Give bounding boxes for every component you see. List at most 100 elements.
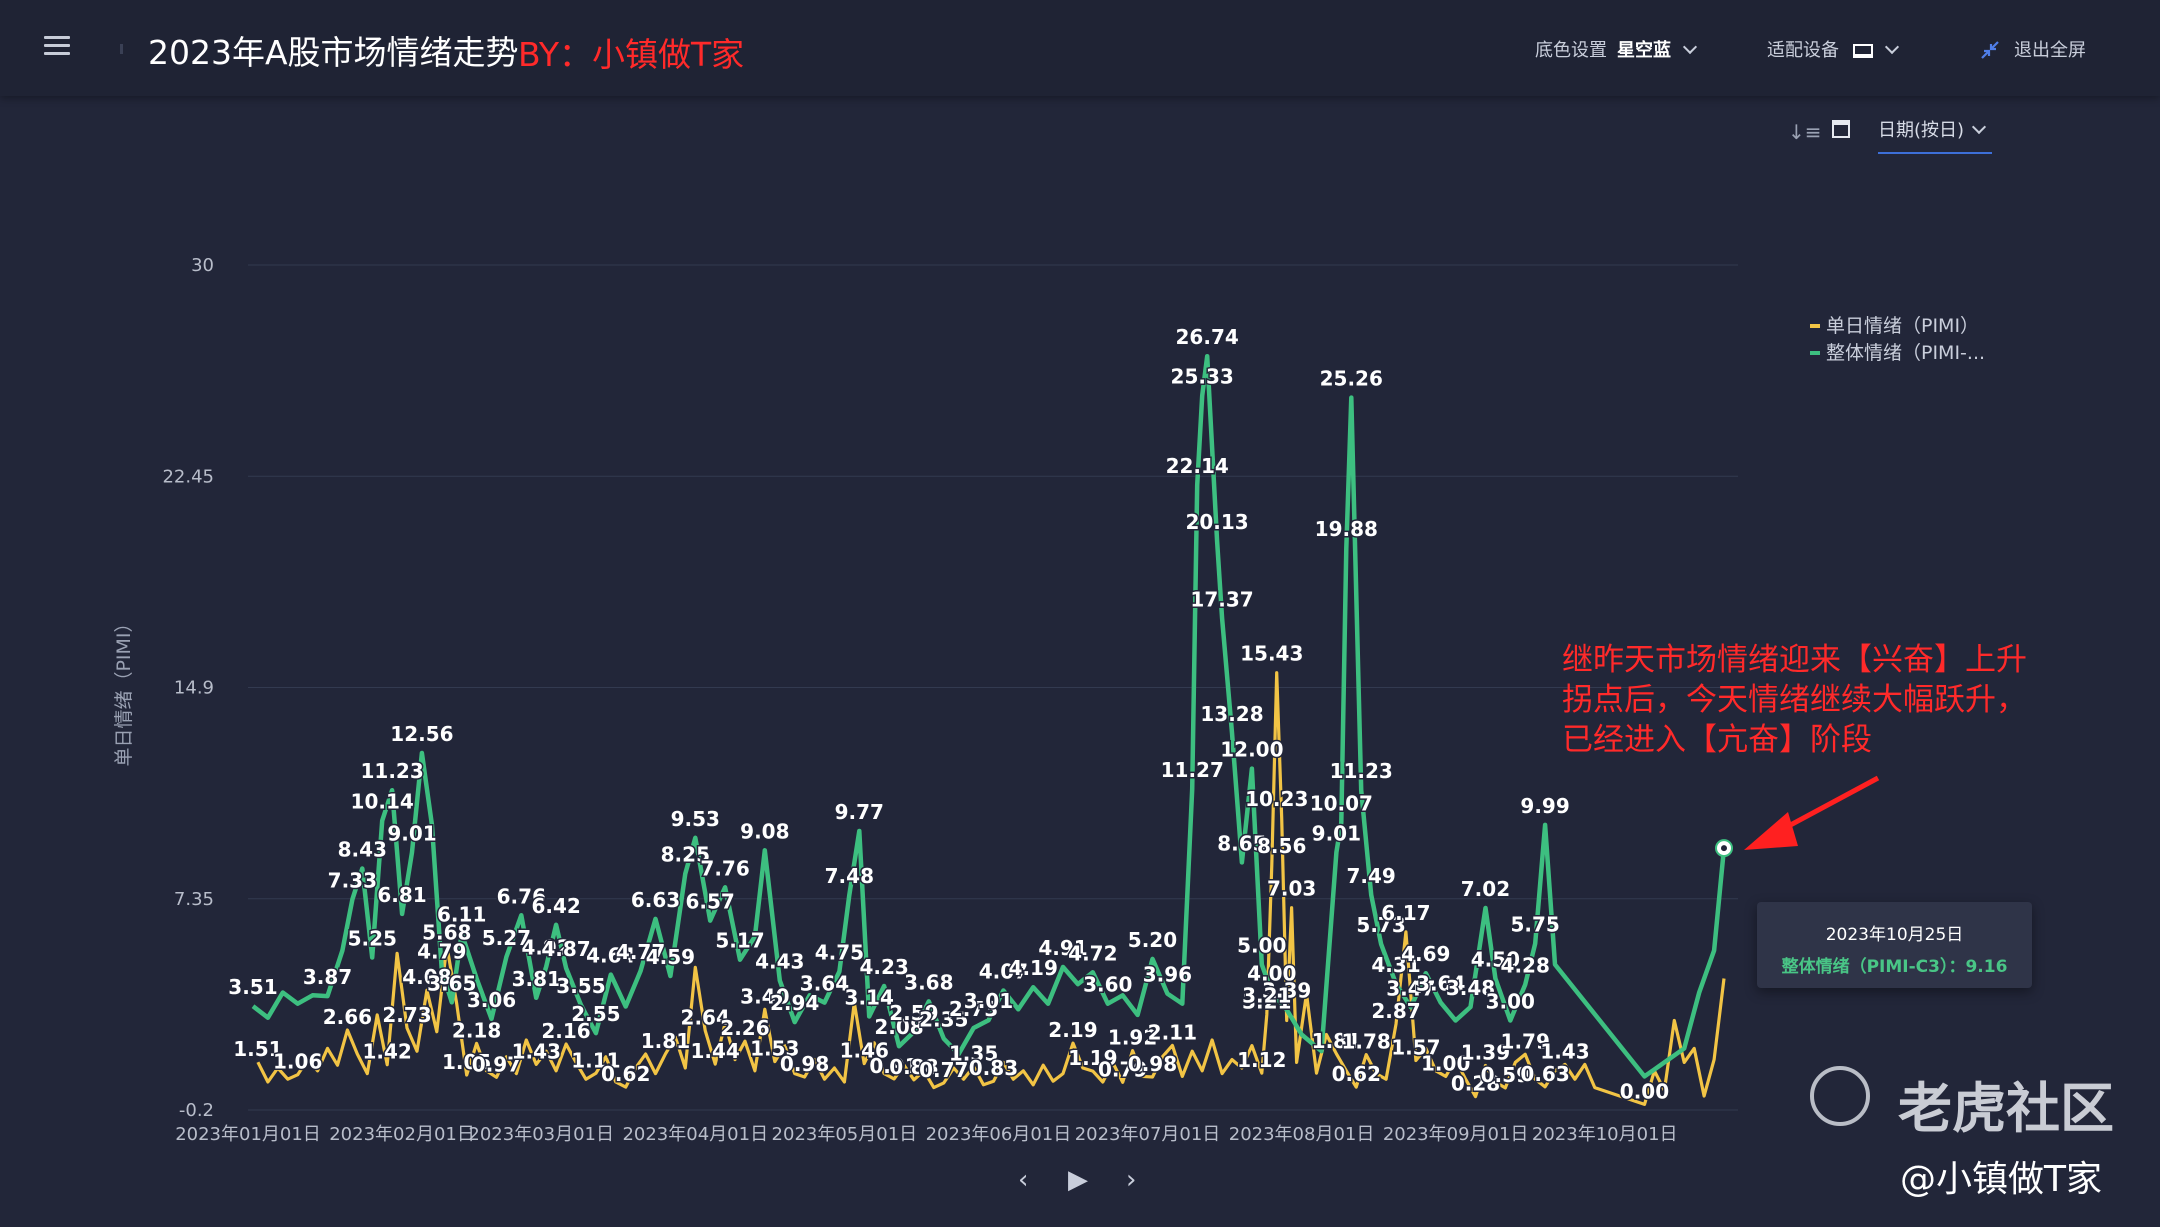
y-axis-ticks: -0.2 7.35 14.9 22.45 30 — [162, 255, 214, 1121]
hover-marker — [1715, 839, 1733, 858]
data-label-total: 2.94 — [770, 991, 819, 1015]
data-label-total: 5.17 — [715, 929, 764, 953]
arrow-head — [1744, 812, 1798, 850]
data-label-daily: 2.26 — [720, 1016, 769, 1040]
data-label-total: 20.13 — [1185, 510, 1248, 534]
data-label-total: 7.76 — [700, 856, 749, 880]
data-label-total: 8.65 — [1217, 831, 1266, 855]
data-label-daily: 1.11 — [571, 1048, 620, 1072]
data-label-total: 6.11 — [437, 902, 486, 926]
data-label-total: 25.26 — [1320, 367, 1383, 391]
data-label-total: 12.00 — [1220, 738, 1283, 762]
data-label-daily: 1.81 — [1312, 1029, 1361, 1053]
data-label-daily: 1.12 — [1237, 1048, 1286, 1072]
exit-fullscreen-button[interactable]: 退出全屏 — [1980, 36, 2086, 62]
device-dropdown[interactable]: 适配设备 — [1767, 36, 1900, 62]
data-label-total: 4.50 — [1471, 947, 1520, 971]
data-label-total: 9.77 — [835, 800, 884, 824]
next-button[interactable]: › — [1126, 1165, 1137, 1195]
data-label-total: 5.25 — [348, 927, 397, 951]
data-label-total: 11.27 — [1161, 758, 1224, 782]
x-tick-label: 2023年10月01日 — [1532, 1124, 1678, 1145]
play-button[interactable]: ▶ — [1068, 1165, 1088, 1195]
device-label: 适配设备 — [1767, 40, 1839, 61]
data-label-daily: 1.43 — [1540, 1039, 1589, 1063]
data-label-total: 4.00 — [1247, 961, 1296, 985]
data-label-daily: 2.87 — [1371, 999, 1420, 1023]
data-label-daily: 0.62 — [601, 1062, 650, 1086]
data-label-daily: 1.79 — [1501, 1029, 1550, 1053]
data-label-daily: 1.39 — [1461, 1041, 1510, 1065]
data-label-total: 5.00 — [1237, 934, 1286, 958]
data-label-total: 4.07 — [979, 960, 1028, 984]
tooltip-date: 2023年10月25日 — [1825, 925, 1964, 945]
data-label-daily: 1.35 — [949, 1042, 998, 1066]
legend-item: 单日情绪（PIMI） — [1826, 315, 1979, 337]
calendar-icon[interactable] — [1832, 120, 1850, 138]
data-label-daily: 1.05 — [442, 1050, 491, 1074]
data-label-daily: 2.18 — [452, 1018, 501, 1042]
data-label-total: 3.00 — [1486, 989, 1535, 1013]
data-label-total: 9.08 — [740, 819, 789, 843]
hover-point-center — [1721, 845, 1727, 852]
prev-button[interactable]: ‹ — [1018, 1165, 1029, 1195]
data-label-total: 6.42 — [531, 894, 580, 918]
data-label-daily: 2.73 — [382, 1003, 431, 1027]
data-label-total: 3.51 — [228, 975, 277, 999]
data-label-total: 4.31 — [1371, 953, 1420, 977]
data-label-total: 10.23 — [1245, 787, 1308, 811]
data-label-daily: 0.28 — [1451, 1072, 1500, 1096]
divider — [120, 44, 123, 54]
tooltip-value: 整体情绪（PIMI-C3）：9.16 — [1781, 957, 2008, 977]
data-label-total: 3.01 — [964, 989, 1013, 1013]
x-tick-label: 2023年05月01日 — [772, 1124, 918, 1145]
data-label-total: 3.39 — [1262, 979, 1311, 1003]
data-label-total: 7.48 — [825, 864, 874, 888]
y-tick-label: 7.35 — [174, 889, 214, 910]
bg-setting-dropdown[interactable]: 底色设置 星空蓝 — [1535, 36, 1698, 62]
data-label-total: 2.55 — [571, 1002, 620, 1026]
date-select-value: 日期(按日) — [1878, 120, 1965, 141]
data-label-total: 7.02 — [1461, 877, 1510, 901]
data-label-total: 9.01 — [387, 821, 436, 845]
data-label-total: 3.21 — [1242, 984, 1291, 1008]
x-tick-label: 2023年09月01日 — [1383, 1124, 1529, 1145]
data-label-daily: 3.40 — [740, 984, 789, 1008]
y-tick-label: 22.45 — [162, 466, 214, 487]
data-label-daily: 0.88 — [889, 1055, 938, 1079]
watermark-text: 老虎社区 — [1898, 1077, 2114, 1140]
data-label-total: 3.81 — [512, 967, 561, 991]
data-label-daily: 1.42 — [362, 1040, 411, 1064]
legend-item: 整体情绪（PIMI-... — [1826, 342, 1985, 364]
series-line-daily — [256, 671, 1726, 1106]
data-label-total: 3.64 — [1416, 972, 1465, 996]
monitor-icon — [1853, 44, 1873, 58]
data-label-daily: 0.79 — [1098, 1057, 1147, 1081]
data-label-total: 3.96 — [1143, 963, 1192, 987]
data-label-total: 9.01 — [1312, 821, 1361, 845]
data-label-total: 10.14 — [351, 790, 414, 814]
data-label-total: 4.28 — [1501, 954, 1550, 978]
data-label-total: 22.14 — [1166, 454, 1229, 478]
data-label-daily: 2.11 — [1148, 1020, 1197, 1044]
data-label-total: 3.68 — [904, 970, 953, 994]
menu-icon[interactable] — [44, 36, 70, 58]
data-label-daily: 1.46 — [840, 1039, 889, 1063]
sort-icon[interactable]: ↓≡ — [1788, 120, 1822, 144]
x-tick-label: 2023年04月01日 — [622, 1124, 768, 1145]
shrink-icon — [1981, 41, 1999, 59]
data-label-daily: 1.53 — [750, 1037, 799, 1061]
date-granularity-select[interactable]: 日期(按日) — [1878, 116, 1992, 154]
chart-grid — [248, 264, 1738, 1111]
data-label-total: 17.37 — [1190, 587, 1253, 611]
data-label-total: 11.23 — [1330, 759, 1393, 783]
data-label-daily: 0.62 — [1332, 1062, 1381, 1086]
data-label-daily: 2.64 — [681, 1006, 730, 1030]
data-label-total: 19.88 — [1315, 517, 1378, 541]
data-label-daily: 1.06 — [273, 1050, 322, 1074]
data-label-daily: 0.59 — [1481, 1063, 1530, 1087]
x-tick-label: 2023年01月01日 — [175, 1124, 321, 1145]
annotation-line: 拐点后，今天情绪继续大幅跃升， — [1562, 682, 2027, 718]
data-label-total: 6.81 — [377, 883, 426, 907]
